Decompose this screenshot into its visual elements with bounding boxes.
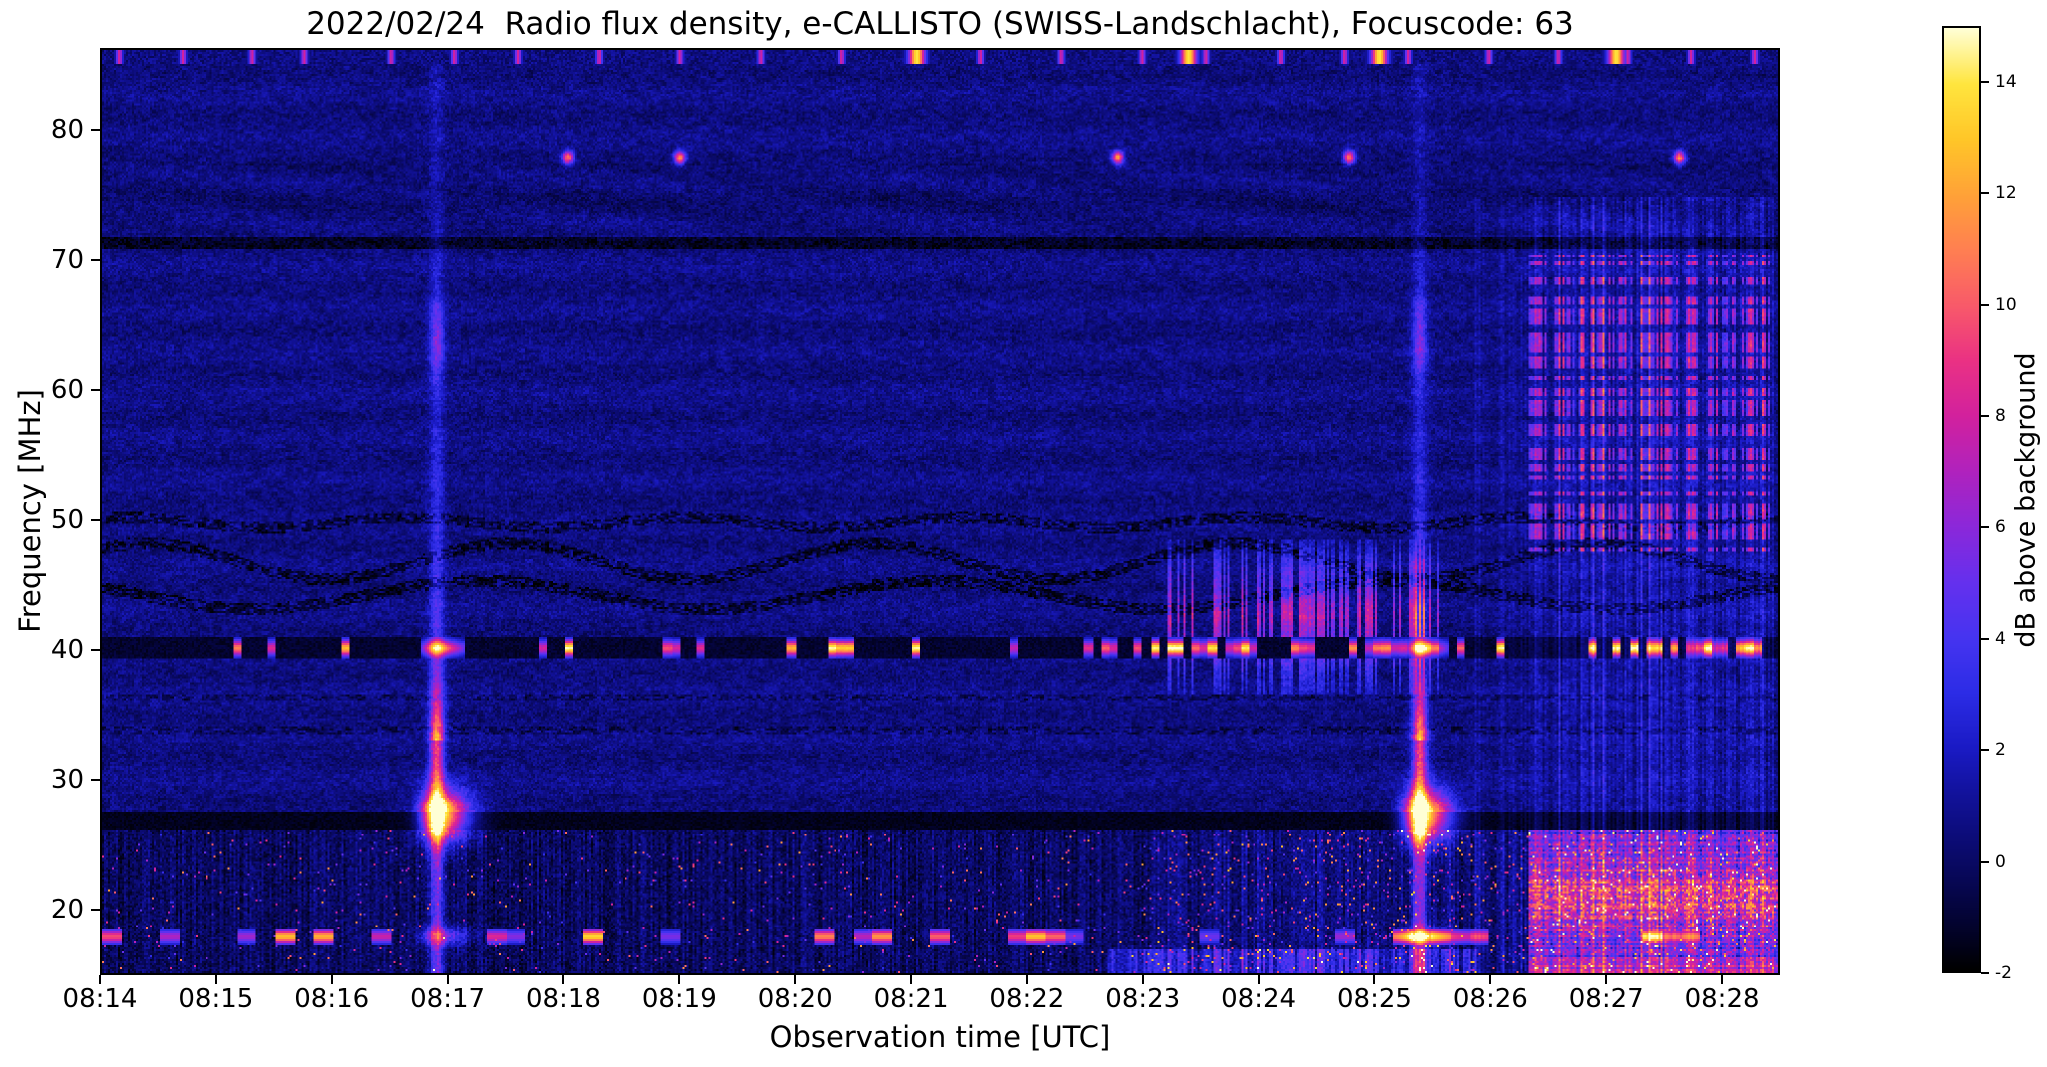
x-tick-mark [214, 975, 217, 984]
colorbar-tick-mark [1981, 303, 1989, 306]
y-tick-mark [91, 908, 100, 911]
colorbar-tick-mark [1981, 860, 1989, 863]
y-tick-mark [91, 128, 100, 131]
x-tick-mark [562, 975, 565, 984]
x-tick-mark [1605, 975, 1608, 984]
plot-area [100, 48, 1780, 975]
x-tick-mark [99, 975, 101, 984]
x-tick-label: 08:20 [757, 984, 833, 1014]
x-axis-label: Observation time [UTC] [769, 1020, 1111, 1054]
colorbar-tick-label: 6 [1995, 517, 2006, 538]
y-tick-label: 80 [50, 114, 84, 145]
colorbar-canvas [1944, 28, 1979, 971]
x-tick-mark [1489, 975, 1492, 984]
colorbar-tick-label: 4 [1995, 628, 2006, 649]
colorbar-tick-mark [1981, 972, 1989, 974]
spectrogram-canvas [102, 50, 1778, 973]
x-tick-label: 08:18 [525, 984, 601, 1014]
x-tick-label: 08:16 [294, 984, 370, 1014]
y-tick-mark [91, 388, 100, 391]
x-tick-mark [1141, 975, 1144, 984]
colorbar-tick-mark [1981, 414, 1989, 417]
y-tick-label: 30 [50, 764, 84, 795]
y-tick-mark [91, 258, 100, 261]
x-tick-mark [1025, 975, 1028, 984]
y-tick-label: 70 [50, 244, 84, 275]
x-tick-mark [446, 975, 449, 984]
y-tick-label: 50 [50, 504, 84, 535]
colorbar-tick-label: 2 [1995, 740, 2006, 761]
x-tick-label: 08:21 [873, 984, 949, 1014]
colorbar-tick-mark [1981, 526, 1989, 529]
x-tick-mark [794, 975, 797, 984]
x-tick-label: 08:25 [1337, 984, 1412, 1014]
x-tick-label: 08:19 [641, 984, 717, 1014]
x-tick-label: 08:22 [989, 984, 1065, 1014]
colorbar-tick-label: 0 [1995, 851, 2006, 872]
colorbar-tick-label: 14 [1995, 71, 2017, 92]
colorbar-tick-mark [1981, 637, 1989, 640]
colorbar-tick-mark [1981, 749, 1989, 752]
y-tick-label: 20 [50, 894, 84, 925]
y-tick-mark [91, 778, 100, 781]
colorbar-label: dB above background [2010, 352, 2042, 648]
colorbar-tick-mark [1981, 80, 1989, 83]
x-tick-mark [910, 975, 913, 984]
x-tick-mark [1721, 975, 1724, 984]
colorbar [1942, 26, 1981, 973]
colorbar-tick-label: 10 [1995, 294, 2017, 315]
x-tick-mark [1257, 975, 1260, 984]
x-tick-mark [678, 975, 681, 984]
colorbar-tick-label: 8 [1995, 405, 2006, 426]
colorbar-tick-mark [1981, 192, 1989, 195]
x-tick-mark [330, 975, 333, 984]
colorbar-tick-label: 12 [1995, 183, 2017, 204]
colorbar-tick-label: -2 [1995, 963, 2012, 983]
x-tick-label: 08:15 [178, 984, 254, 1014]
x-tick-mark [1373, 975, 1376, 984]
y-tick-mark [91, 648, 100, 651]
x-tick-label: 08:28 [1684, 984, 1760, 1014]
x-tick-label: 08:26 [1452, 984, 1528, 1014]
x-tick-label: 08:23 [1105, 984, 1181, 1014]
y-tick-mark [91, 518, 100, 521]
chart-title: 2022/02/24 Radio flux density, e-CALLIST… [306, 6, 1574, 42]
y-tick-label: 60 [50, 374, 84, 405]
x-tick-label: 08:27 [1568, 984, 1644, 1014]
x-tick-label: 08:17 [410, 984, 486, 1014]
y-tick-label: 40 [50, 634, 84, 665]
x-tick-label: 08:24 [1221, 984, 1297, 1014]
x-tick-label: 08:14 [62, 984, 138, 1014]
